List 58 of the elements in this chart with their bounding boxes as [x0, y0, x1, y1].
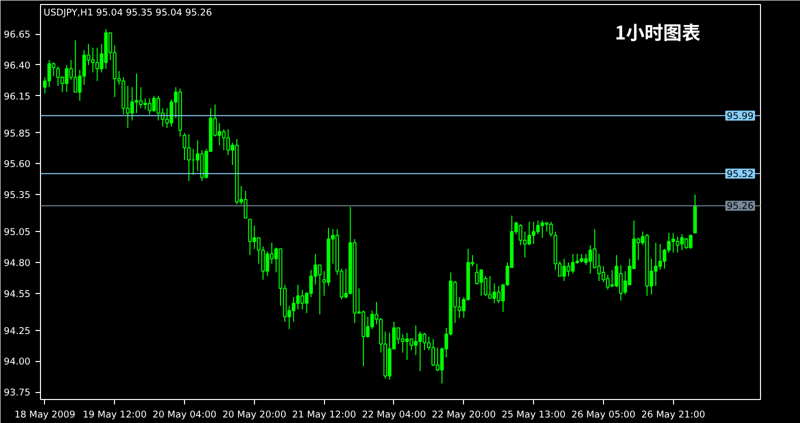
candlestick: [95, 47, 100, 82]
candlestick: [475, 263, 479, 286]
y-tick-label: 96.40: [4, 60, 31, 72]
y-tick-label: 96.65: [4, 30, 31, 41]
candlestick: [182, 132, 186, 161]
candlestick: [56, 66, 60, 86]
candlestick: [414, 324, 418, 356]
candlestick: [222, 128, 226, 151]
candlestick: [152, 95, 156, 112]
y-tick-label: 93.75: [4, 388, 31, 399]
candlestick: [536, 220, 540, 235]
candlestick: [479, 269, 484, 296]
chart-title: USDJPY,H1 95.04 95.35 95.04 95.26: [44, 8, 212, 18]
candlestick: [248, 218, 252, 256]
x-tick-label: 20 May 04:00: [152, 410, 217, 420]
x-tick-label: 21 May 12:00: [292, 410, 356, 420]
ref-line-label: 95.99: [726, 111, 754, 122]
candlestick: [488, 276, 492, 299]
candlestick: [318, 264, 322, 315]
candlestick: [584, 253, 588, 266]
candlestick: [244, 190, 248, 219]
candlestick: [200, 150, 204, 182]
x-tick-label: 25 May 13:00: [502, 410, 566, 420]
y-tick-label: 95.60: [4, 159, 31, 170]
candlestick: [296, 284, 300, 310]
candlestick: [549, 221, 553, 238]
ref-line-label: 95.26: [726, 201, 754, 212]
y-tick-label: 94.55: [4, 288, 31, 300]
y-tick-label: 95.85: [4, 128, 31, 140]
candlestick: [606, 274, 610, 290]
candlestick: [134, 73, 138, 114]
candlestick: [527, 221, 532, 246]
candlestick: [680, 234, 684, 251]
candlestick: [671, 232, 676, 254]
x-tick-label: 26 May 21:00: [641, 410, 706, 420]
y-tick-label: 94.00: [4, 356, 31, 368]
y-tick-label: 94.80: [4, 258, 31, 269]
x-tick-label: 22 May 20:00: [432, 410, 496, 420]
candlestick: [47, 60, 52, 88]
y-tick-label: 95.35: [4, 190, 31, 202]
x-tick-label: 18 May 2009: [14, 410, 76, 420]
x-tick-label: 22 May 04:00: [362, 410, 426, 420]
annotation: 1小时图表: [614, 18, 701, 46]
x-tick-label: 19 May 12:00: [82, 410, 147, 420]
candlestick: [143, 98, 148, 110]
candlestick: [518, 224, 522, 246]
candlestick: [688, 234, 692, 250]
candlestick: [405, 332, 409, 360]
candlestick: [431, 338, 436, 367]
x-tick-label: 20 May 20:00: [222, 410, 286, 420]
ref-line-label: 95.52: [726, 169, 754, 180]
y-tick-label: 94.25: [4, 326, 31, 337]
x-tick-label: 26 May 05:00: [571, 410, 636, 420]
candlestick: [566, 262, 570, 277]
y-tick-label: 96.15: [4, 91, 31, 102]
y-tick-label: 95.05: [4, 227, 31, 238]
candlestick: [422, 332, 426, 351]
candlestick: [654, 242, 658, 286]
